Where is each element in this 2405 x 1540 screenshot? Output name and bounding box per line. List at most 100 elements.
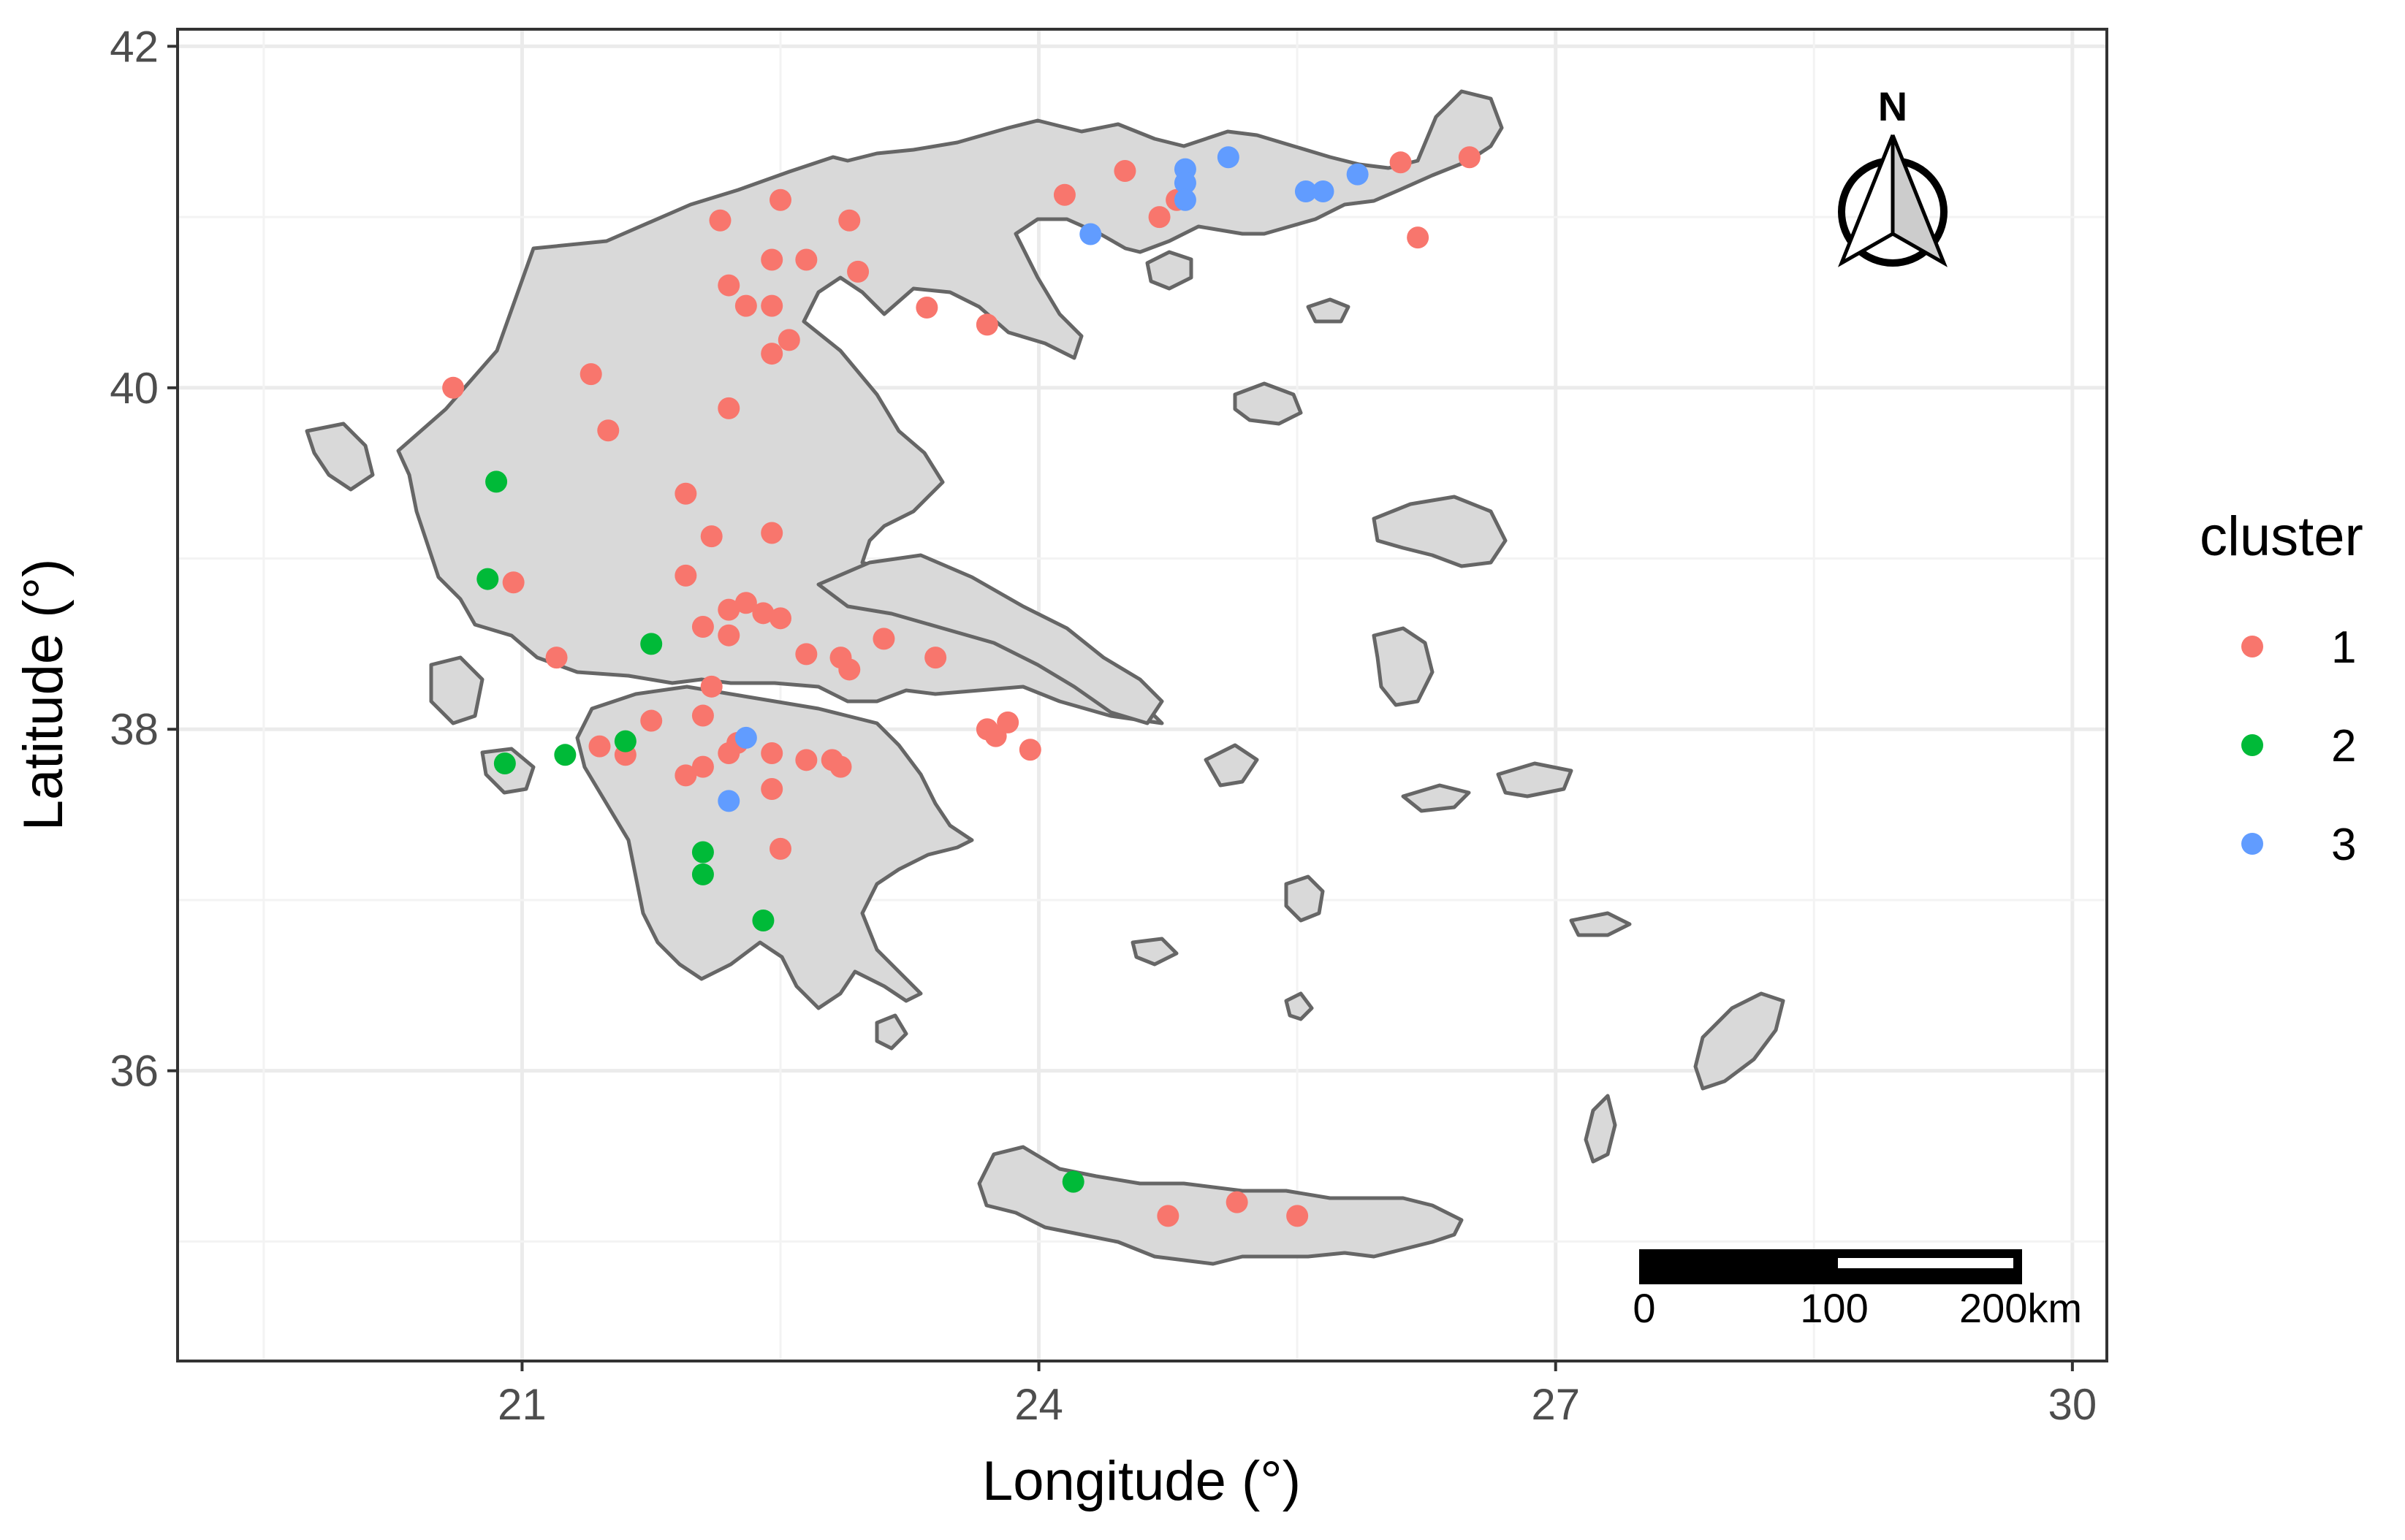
samos (1496, 761, 1573, 798)
point-cluster-1-23 (770, 607, 791, 630)
x-tick-label-1: 24 (1014, 1380, 1063, 1429)
point-cluster-1-30 (924, 647, 947, 669)
legend-title: cluster (2200, 506, 2363, 568)
naxos (1284, 874, 1325, 923)
legend-label-2: 2 (2331, 721, 2356, 771)
point-cluster-1-38 (588, 735, 611, 758)
point-cluster-1-0 (770, 188, 791, 211)
point-cluster-1-62 (1286, 1205, 1309, 1227)
point-cluster-1-2 (838, 209, 861, 232)
point-cluster-1-34 (691, 704, 714, 727)
point-cluster-1-41 (675, 764, 697, 787)
point-cluster-1-24 (691, 616, 714, 639)
point-cluster-2-0 (485, 470, 508, 493)
point-cluster-1-15 (675, 482, 697, 505)
x-tick-label-3: 30 (2048, 1380, 2097, 1429)
samothrace (1306, 297, 1350, 324)
point-cluster-2-7 (691, 863, 714, 885)
rhodes (1693, 991, 1785, 1091)
y-axis-title: Latitude (°) (12, 559, 75, 831)
point-cluster-1-55 (1148, 206, 1171, 229)
point-cluster-2-9 (1062, 1170, 1084, 1193)
y-tick-label-2: 40 (110, 364, 159, 413)
point-cluster-2-3 (493, 752, 516, 774)
scale-label-200: 200km (1959, 1285, 2082, 1331)
point-cluster-1-31 (838, 658, 861, 681)
point-cluster-3-2 (1174, 172, 1196, 194)
point-cluster-3-6 (1312, 180, 1334, 203)
point-cluster-1-13 (718, 397, 740, 419)
point-cluster-1-9 (778, 329, 800, 351)
scale-label-100: 100 (1800, 1285, 1868, 1331)
corfu (305, 422, 375, 492)
land-masses (305, 89, 1785, 1266)
point-cluster-1-18 (675, 564, 697, 587)
chios (1372, 626, 1435, 707)
point-cluster-1-40 (691, 755, 714, 778)
point-cluster-2-5 (614, 730, 637, 752)
point-cluster-1-8 (761, 294, 783, 317)
x-axis-title: Longitude (°) (982, 1450, 1301, 1512)
point-cluster-1-10 (761, 343, 783, 365)
point-cluster-2-1 (476, 568, 499, 590)
thassos (1145, 250, 1193, 291)
point-cluster-1-1 (709, 209, 732, 232)
point-cluster-3-0 (1079, 223, 1102, 245)
point-cluster-1-52 (976, 313, 998, 336)
ikaria (1401, 783, 1471, 813)
point-cluster-2-4 (554, 744, 577, 766)
point-cluster-1-32 (700, 675, 723, 698)
euboea (816, 553, 1164, 725)
north-arrow: N (1838, 83, 1948, 267)
point-cluster-1-44 (829, 755, 852, 778)
point-cluster-1-59 (1407, 226, 1429, 249)
santorini (1284, 991, 1314, 1021)
legend-label-3: 3 (2331, 820, 2356, 870)
scale-bar: 0 100 200km (1633, 1249, 2082, 1331)
point-cluster-1-16 (700, 525, 723, 548)
point-cluster-1-5 (847, 260, 870, 283)
legend: cluster 1 2 3 (2200, 506, 2363, 870)
point-cluster-3-8 (734, 726, 757, 749)
milos (1131, 937, 1179, 967)
point-cluster-1-3 (761, 248, 783, 271)
lemnos (1233, 381, 1303, 426)
point-cluster-1-19 (502, 571, 525, 594)
point-cluster-1-14 (597, 419, 620, 442)
point-cluster-2-2 (640, 633, 663, 655)
data-points (442, 146, 1481, 1227)
point-cluster-1-37 (761, 742, 783, 764)
point-cluster-1-58 (1458, 146, 1481, 169)
point-cluster-1-17 (761, 522, 783, 544)
andros (1204, 743, 1259, 788)
lesbos (1372, 495, 1508, 568)
legend-key-1 (2241, 636, 2263, 657)
point-cluster-1-33 (640, 709, 663, 732)
legend-key-2 (2241, 734, 2263, 756)
point-cluster-1-45 (761, 778, 783, 801)
y-tick-label-3: 42 (110, 22, 159, 71)
point-cluster-1-51 (916, 296, 938, 319)
point-cluster-1-50 (1019, 739, 1041, 761)
point-cluster-1-42 (795, 749, 818, 771)
point-cluster-2-6 (691, 841, 714, 864)
point-cluster-2-8 (752, 910, 775, 932)
point-cluster-1-54 (1114, 159, 1136, 182)
x-tick-label-0: 21 (498, 1380, 547, 1429)
point-cluster-1-57 (1389, 151, 1412, 174)
kythira (875, 1013, 908, 1051)
north-arrow-label: N (1878, 83, 1907, 129)
point-cluster-1-11 (580, 363, 602, 386)
scale-label-0: 0 (1633, 1285, 1655, 1331)
point-cluster-3-7 (1346, 163, 1369, 186)
point-cluster-3-3 (1174, 188, 1196, 211)
point-cluster-1-12 (442, 376, 465, 399)
legend-label-1: 1 (2331, 622, 2356, 673)
point-cluster-1-49 (997, 711, 1019, 733)
point-cluster-1-4 (795, 248, 818, 271)
crete (977, 1145, 1464, 1266)
point-cluster-1-26 (873, 628, 895, 650)
legend-key-3 (2241, 833, 2263, 855)
point-cluster-1-36 (718, 742, 740, 764)
